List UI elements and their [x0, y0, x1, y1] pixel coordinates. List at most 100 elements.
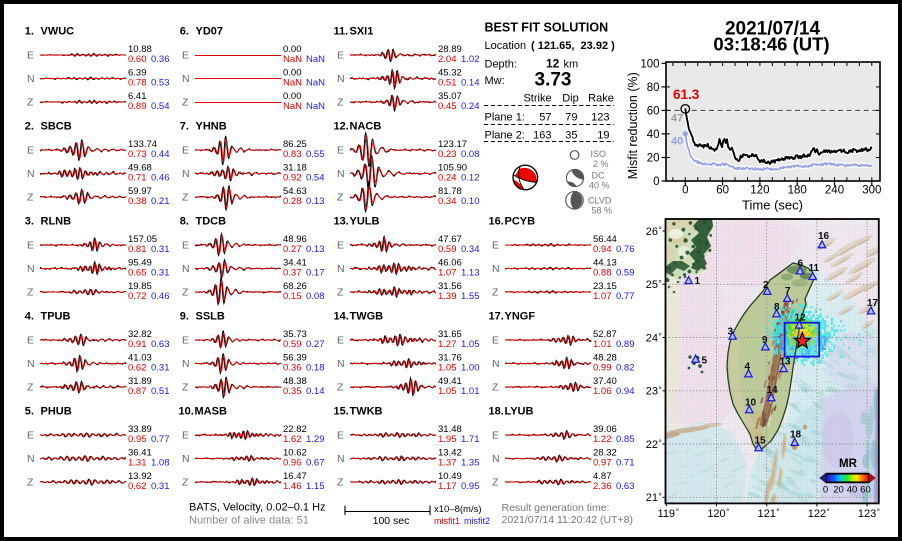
svg-text:39.06: 39.06: [593, 424, 617, 435]
svg-text:17: 17: [867, 298, 879, 309]
svg-text:0: 0: [653, 176, 659, 188]
svg-text:13.92: 13.92: [128, 471, 152, 482]
svg-text:E: E: [337, 430, 344, 442]
svg-text:0.51: 0.51: [438, 77, 457, 88]
svg-text:1.13: 1.13: [461, 267, 480, 278]
svg-text:0.63: 0.63: [151, 339, 170, 350]
svg-text:5.: 5.: [25, 406, 34, 418]
svg-text:0.97: 0.97: [593, 457, 612, 468]
svg-text:misfit2: misfit2: [464, 516, 490, 526]
svg-text:54.63: 54.63: [283, 186, 307, 197]
svg-text:0.37: 0.37: [283, 267, 302, 278]
svg-text:Number of alive data: 51: Number of alive data: 51: [189, 515, 309, 527]
svg-text:Z: Z: [492, 477, 499, 489]
svg-text:19: 19: [597, 130, 609, 142]
svg-text:1: 1: [695, 276, 701, 287]
svg-text:0.59: 0.59: [283, 339, 302, 350]
svg-text:0.31: 0.31: [151, 244, 170, 255]
svg-text:0.34: 0.34: [438, 196, 457, 207]
svg-text:33.89: 33.89: [128, 424, 152, 435]
svg-text:0.08: 0.08: [306, 291, 325, 302]
svg-text:0.59: 0.59: [616, 267, 635, 278]
svg-text:1.05: 1.05: [438, 386, 457, 397]
svg-text:81.78: 81.78: [438, 186, 462, 197]
svg-text:Z: Z: [182, 382, 189, 394]
svg-text:17.: 17.: [489, 311, 504, 323]
svg-text:Z: Z: [27, 192, 34, 204]
svg-text:Z: Z: [182, 477, 189, 489]
svg-text:NaN: NaN: [283, 101, 302, 112]
svg-text:0.91: 0.91: [128, 339, 147, 350]
svg-text:14.: 14.: [334, 311, 349, 323]
svg-text:E: E: [492, 335, 499, 347]
svg-text:5: 5: [702, 356, 708, 367]
svg-text:N: N: [27, 358, 35, 370]
svg-text:15.: 15.: [334, 406, 349, 418]
svg-text:Z: Z: [337, 382, 344, 394]
svg-text:0.95: 0.95: [128, 434, 147, 445]
svg-text:121: 121: [758, 508, 776, 520]
svg-text:N: N: [182, 453, 190, 465]
svg-text:0.54: 0.54: [306, 172, 325, 183]
svg-text:0.36: 0.36: [151, 54, 170, 65]
svg-text:NaN: NaN: [283, 77, 302, 88]
svg-text:PHUB: PHUB: [41, 406, 72, 418]
svg-text:Dip: Dip: [562, 93, 579, 105]
svg-text:( 121.65, 23.92 ): ( 121.65, 23.92 ): [531, 40, 615, 52]
svg-text:Rake: Rake: [588, 93, 614, 105]
svg-text:E: E: [182, 145, 189, 157]
svg-text:180: 180: [788, 185, 807, 197]
svg-text:48.38: 48.38: [283, 376, 307, 387]
svg-text:0.28: 0.28: [283, 196, 302, 207]
svg-text:0.00: 0.00: [283, 44, 302, 55]
svg-text:0.54: 0.54: [151, 101, 170, 112]
svg-text:1.31: 1.31: [128, 457, 147, 468]
svg-text:119: 119: [658, 508, 676, 520]
svg-text:Z: Z: [492, 382, 499, 394]
svg-text:0.34: 0.34: [461, 244, 480, 255]
svg-text:8.: 8.: [180, 216, 189, 228]
svg-text:2.04: 2.04: [438, 54, 457, 65]
svg-text:23: 23: [646, 386, 658, 398]
svg-text:Z: Z: [27, 97, 34, 109]
svg-text:45.32: 45.32: [438, 67, 462, 78]
svg-text:40 %: 40 %: [589, 181, 610, 191]
svg-text:16: 16: [818, 231, 830, 242]
svg-text:100 sec: 100 sec: [373, 515, 410, 527]
svg-text:0.76: 0.76: [616, 244, 635, 255]
svg-text:40: 40: [671, 136, 683, 148]
svg-text:0.23: 0.23: [438, 149, 457, 160]
svg-text:1.17: 1.17: [438, 481, 457, 492]
svg-text:Mw:: Mw:: [485, 75, 505, 87]
svg-text:Z: Z: [27, 477, 34, 489]
svg-text:03:18:46 (UT): 03:18:46 (UT): [713, 34, 829, 55]
svg-text:E: E: [27, 335, 34, 347]
svg-text:20: 20: [647, 153, 660, 165]
svg-text:105.90: 105.90: [438, 162, 467, 173]
svg-text:10.49: 10.49: [438, 471, 462, 482]
svg-text:BATS, Velocity, 0.02–0.1 Hz: BATS, Velocity, 0.02–0.1 Hz: [189, 502, 326, 514]
svg-text:35.73: 35.73: [283, 329, 307, 340]
svg-text:E: E: [27, 240, 34, 252]
svg-text:41.03: 41.03: [128, 352, 152, 363]
svg-text:10: 10: [745, 398, 757, 409]
svg-text:0.99: 0.99: [593, 362, 612, 373]
svg-text:Time (sec): Time (sec): [742, 198, 803, 213]
svg-text:0.53: 0.53: [151, 77, 170, 88]
svg-text:0.73: 0.73: [128, 149, 147, 160]
svg-text:Misfit reduction (%): Misfit reduction (%): [626, 72, 640, 179]
svg-text:0.14: 0.14: [306, 386, 325, 397]
svg-text:0.46: 0.46: [151, 291, 170, 302]
svg-text:0.38: 0.38: [128, 196, 147, 207]
svg-text:37.40: 37.40: [593, 376, 617, 387]
svg-text:1.55: 1.55: [461, 291, 480, 302]
svg-text:1.62: 1.62: [283, 434, 302, 445]
svg-text:°: °: [676, 508, 679, 517]
svg-text:NaN: NaN: [306, 101, 325, 112]
svg-text:3: 3: [728, 327, 734, 338]
svg-text:56.44: 56.44: [593, 234, 617, 245]
svg-text:E: E: [337, 145, 344, 157]
svg-text:0.12: 0.12: [461, 172, 480, 183]
svg-text:1.00: 1.00: [461, 362, 480, 373]
svg-text:NaN: NaN: [306, 77, 325, 88]
